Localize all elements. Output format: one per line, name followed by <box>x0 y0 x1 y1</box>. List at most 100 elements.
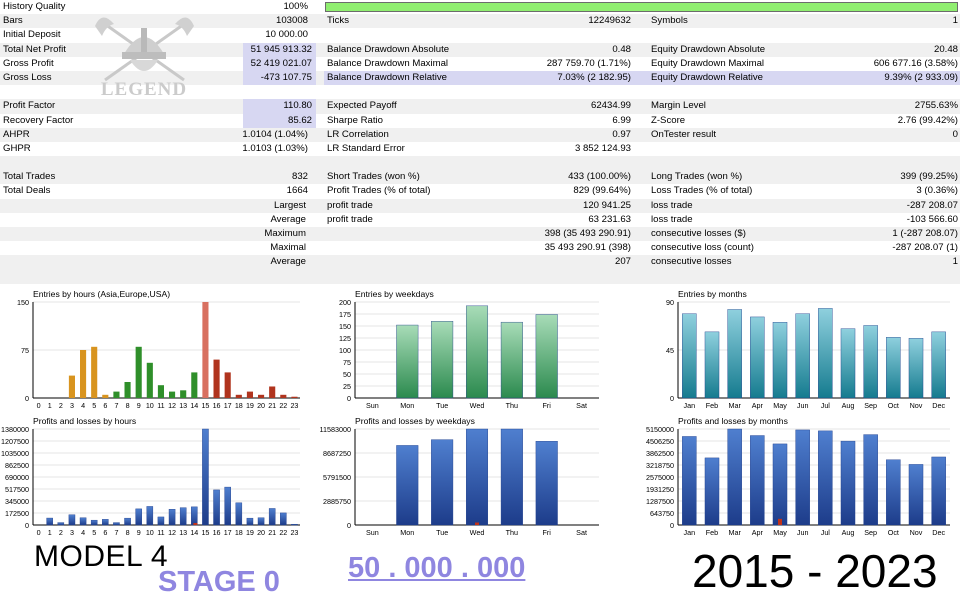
x-tick-label: Aug <box>842 528 855 537</box>
bar <box>102 394 109 398</box>
x-tick-label: 17 <box>224 528 232 537</box>
x-tick-label: Fri <box>543 401 552 410</box>
y-tick-label: 175 <box>339 310 351 319</box>
bar <box>280 512 287 526</box>
stat-label: Ticks <box>327 15 350 27</box>
stat-label: Average <box>270 256 306 268</box>
y-tick-label: 90 <box>666 298 674 307</box>
deposit-label: 50 . 000 . 000 <box>348 552 526 584</box>
stat-label: Z-Score <box>651 114 686 126</box>
bar <box>191 506 198 526</box>
x-tick-label: Mar <box>728 528 741 537</box>
chart-svg: Entries by weekdays 0 25 50 75 100 125 150 175 20… <box>339 289 599 410</box>
stat-label: Total Net Profit <box>3 43 66 55</box>
stats-row: Gross Loss -473 107.75 Balance Drawdown Re… <box>0 70 960 86</box>
x-tick-label: 16 <box>213 528 221 537</box>
bar <box>750 316 765 399</box>
bar <box>157 516 165 526</box>
y-tick-label: 5791500 <box>323 473 351 482</box>
x-tick-label: Mon <box>400 401 414 410</box>
bar <box>213 359 220 398</box>
y-tick-label: 3862500 <box>646 449 674 458</box>
y-tick-label: 1035000 <box>1 449 29 458</box>
bar <box>818 308 833 399</box>
bar <box>396 445 419 526</box>
bar <box>80 350 87 398</box>
bar <box>431 439 454 526</box>
bar <box>795 429 810 526</box>
x-tick-label: 11 <box>157 528 164 537</box>
y-tick-label: 643750 <box>650 509 674 518</box>
x-tick-label: 21 <box>268 401 276 410</box>
logo-text: LEGEND <box>101 79 187 98</box>
y-tick-label: 1931250 <box>646 485 674 494</box>
x-tick-label: Jan <box>684 401 696 410</box>
x-tick-label: 22 <box>279 401 287 410</box>
stat-label: Gross Loss <box>3 71 52 83</box>
bar <box>146 362 153 398</box>
stats-row: Maximum 398 (35 493 290.91) consecutive lo… <box>0 227 960 242</box>
stat-label: Initial Deposit <box>3 29 61 41</box>
stat-value: 7.03% (2 182.95) <box>557 71 631 83</box>
x-tick-label: Mar <box>728 401 741 410</box>
y-tick-label: 172500 <box>5 509 29 518</box>
stat-label: consecutive losses <box>651 256 732 268</box>
x-tick-label: 15 <box>201 528 209 537</box>
bar <box>772 443 788 526</box>
x-tick-label: Tue <box>436 528 448 537</box>
bar <box>908 338 924 399</box>
stat-label: Total Trades <box>3 171 56 183</box>
x-tick-label: Sep <box>864 528 877 537</box>
stat-label: Margin Level <box>651 100 706 112</box>
y-tick-label: 1207500 <box>1 437 29 446</box>
bar <box>535 314 558 399</box>
stat-value <box>240 241 308 255</box>
highlight-band <box>324 70 960 86</box>
x-tick-label: 6 <box>103 401 107 410</box>
bar <box>168 509 176 526</box>
stats-row: Recovery Factor 85.62 Sharpe Ratio 6.99 Z-Sc… <box>0 113 960 128</box>
stats-row: Maximal 35 493 290.91 (398) consecutive lo… <box>0 241 960 255</box>
x-tick-label: 9 <box>137 401 141 410</box>
loss-bar <box>193 523 198 525</box>
y-tick-label: 11583000 <box>320 425 351 434</box>
bar <box>818 430 833 526</box>
stat-label: Long Trades (won %) <box>651 171 743 183</box>
bar <box>91 346 98 398</box>
y-tick-label: 75 <box>21 346 29 355</box>
chart-title: Entries by weekdays <box>355 289 434 299</box>
x-tick-label: 23 <box>290 401 298 410</box>
y-tick-label: 1287500 <box>646 497 674 506</box>
x-tick-label: Nov <box>910 528 923 537</box>
bar <box>124 382 131 398</box>
stat-label: GHPR <box>3 142 31 154</box>
bar <box>840 440 856 526</box>
bar <box>682 436 697 526</box>
chart-pl-weekdays: Profits and losses by weekdays 0 2885750 57… <box>320 415 625 539</box>
stat-label <box>327 241 527 255</box>
chart-svg: Profits and losses by hours 0 172500 345000… <box>1 416 300 537</box>
x-tick-label: Oct <box>888 528 899 537</box>
x-tick-label: 1 <box>48 528 52 537</box>
stat-label: Sharpe Ratio <box>327 114 383 126</box>
stats-row: Total Net Profit 51 945 913.32 Balance Dra… <box>0 42 960 57</box>
x-tick-label: 19 <box>246 401 254 410</box>
stat-value: 9.39% (2 933.09) <box>884 71 958 83</box>
bar <box>396 324 419 399</box>
y-tick-label: 200 <box>339 298 351 307</box>
stage-label: STAGE 0 <box>158 566 280 598</box>
x-tick-label: Feb <box>706 528 718 537</box>
bar <box>157 385 164 398</box>
bar <box>135 346 142 398</box>
x-tick-label: Fri <box>543 528 552 537</box>
chart-svg: Profits and losses by weekdays 0 2885750 57… <box>320 416 599 537</box>
stat-label: Balance Drawdown Maximal <box>327 57 449 69</box>
stat-value: 103008 <box>275 15 308 27</box>
stats-row: History Quality 100% <box>0 0 960 14</box>
y-tick-label: 0 <box>670 394 674 403</box>
x-tick-label: 10 <box>146 401 154 410</box>
bar <box>202 428 209 526</box>
x-tick-label: Thu <box>506 401 518 410</box>
x-tick-label: Jul <box>821 401 831 410</box>
y-tick-label: 75 <box>343 358 351 367</box>
